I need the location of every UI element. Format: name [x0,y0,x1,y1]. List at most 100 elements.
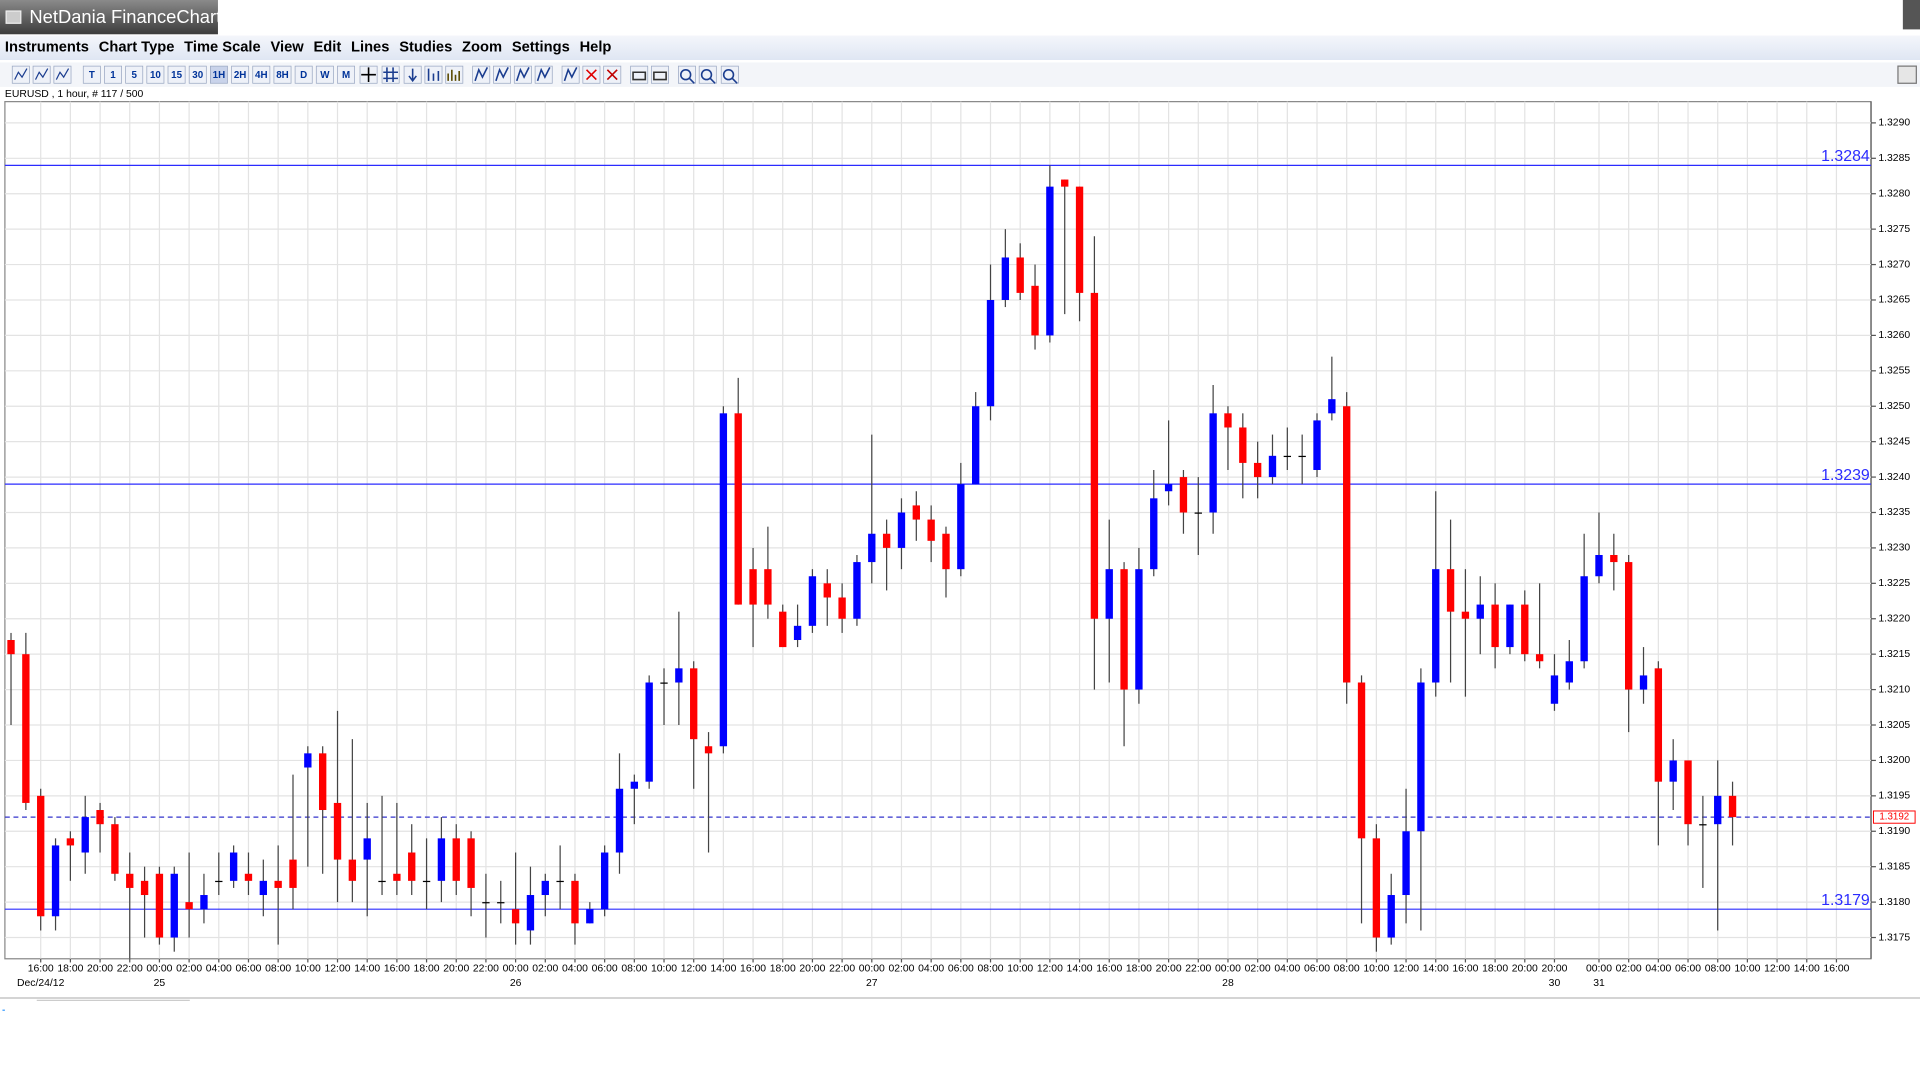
toolbar-icon [653,71,667,81]
y-tick-label: 1.3215 [1878,649,1910,660]
interval-label: W [320,70,330,81]
candle-body [1432,569,1440,683]
candle-body [853,562,861,619]
candle-body [600,852,609,910]
interval-button[interactable] [104,65,122,84]
candle-body [1372,838,1381,938]
x-tick-label: 04:00 [1645,963,1671,974]
x-tick-label: 16:00 [1823,963,1849,974]
candle-body [1135,569,1143,690]
y-tick-label: 1.3270 [1878,259,1910,270]
menu-item[interactable]: Lines [351,40,389,56]
y-tick-label: 1.3255 [1878,366,1910,377]
x-tick-label: 20:00 [1156,963,1182,974]
menu-item[interactable]: Edit [313,40,341,56]
toolbar-button[interactable] [1897,65,1917,84]
interval-button[interactable] [210,65,228,84]
candle-body [1268,455,1277,478]
menu-item[interactable]: Time Scale [184,40,260,56]
candle-body [1402,831,1410,896]
x-tick-label: 18:00 [1482,963,1508,974]
candle-body [749,569,757,605]
candle-body [586,909,594,924]
candle-body [1728,795,1737,818]
interval-button[interactable] [337,65,355,84]
interval-button[interactable] [252,65,271,84]
candle-body [482,902,490,904]
x-tick-label: 20:00 [1512,963,1538,974]
candle-body [734,413,742,605]
x-tick-label: 12:00 [1393,963,1419,974]
menu-item[interactable]: Instruments [5,40,89,56]
interval-button[interactable] [125,65,144,84]
interval-button[interactable] [146,65,165,84]
title-bar [0,0,218,35]
candle-body [1446,569,1455,612]
candle-body [215,880,223,883]
x-tick-label: 14:00 [1067,963,1093,974]
menu-item[interactable]: Settings [512,40,570,56]
y-tick-label: 1.3190 [1878,826,1910,837]
candle-body [259,880,267,896]
candle-body [1001,257,1010,300]
interval-button[interactable] [315,65,334,84]
candle-body [185,902,193,910]
x-tick-label: 10:00 [1007,963,1033,974]
candle-body [1105,569,1113,619]
menu-item[interactable]: View [270,40,304,56]
candle-body [1684,760,1692,825]
candle-body [719,413,728,747]
y-tick-label: 1.3275 [1878,224,1910,235]
candle-body [437,838,446,881]
interval-button[interactable] [231,65,250,84]
candle-body [1417,682,1425,832]
candle-body [304,753,312,768]
interval-button[interactable] [273,65,292,84]
x-tick-label: 12:00 [1037,963,1063,974]
x-tick-label: 02:00 [888,963,914,974]
x-tick-label: 10:00 [651,963,677,974]
candle-body [1461,611,1470,619]
x-tick-label: 22:00 [117,963,143,974]
candle-body [7,640,15,655]
x-tick-label: 10:00 [295,963,321,974]
candle-body [1298,455,1306,458]
last-price-box [1872,810,1916,824]
candle-body [1714,795,1722,825]
menu-item[interactable]: Chart Type [99,40,175,56]
x-tick-label: 08:00 [1334,963,1360,974]
date-label: 26 [510,978,522,989]
menu-item[interactable]: Zoom [462,40,502,56]
candle-body [838,597,846,619]
x-tick-label: 18:00 [770,963,796,974]
interval-button[interactable] [167,65,186,84]
candle-body [37,795,45,917]
candle-body [467,838,475,888]
candle-body [1016,257,1024,293]
y-tick-label: 1.3225 [1878,578,1910,589]
x-tick-label: 04:00 [562,963,588,974]
date-label: 30 [1549,978,1561,989]
menu-item[interactable]: Studies [399,40,452,56]
y-tick-label: 1.3205 [1878,720,1910,731]
interval-label: 5 [131,70,137,81]
candle-body [986,299,995,407]
x-tick-label: 04:00 [206,963,232,974]
interval-button[interactable] [188,65,207,84]
menu: Instruments Chart Type Time Scale View Edit L… [5,40,612,56]
chart: 1.3175 1.3180 1.3185 1.3190 1.3195 1.3200 1.32… [4,101,1916,989]
interval-button[interactable] [294,65,313,84]
candle-body [526,895,535,931]
window-edge [1902,0,1920,30]
x-tick-label: 00:00 [503,963,529,974]
x-tick-label: 20:00 [799,963,825,974]
y-tick-label: 1.3220 [1878,614,1910,625]
interval-button[interactable] [82,65,101,84]
x-tick-label: 16:00 [384,963,410,974]
menu-item[interactable]: Help [580,40,612,56]
toolbar-button[interactable] [381,65,400,84]
candle-body [81,817,89,853]
x-tick-label: 20:00 [1541,963,1567,974]
toolbar-icon [55,68,70,80]
candle-body [333,802,342,860]
